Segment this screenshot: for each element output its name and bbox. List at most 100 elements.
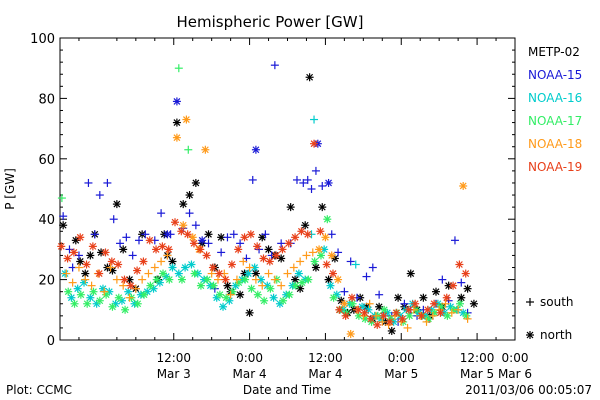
- data-point-noaa-17: [114, 293, 123, 302]
- legend-marker-label: south: [540, 295, 574, 309]
- data-point-noaa-15: [327, 230, 336, 239]
- data-point-noaa-17: [89, 287, 98, 296]
- data-point-noaa-15: [368, 263, 377, 272]
- data-point-noaa-16: [269, 293, 278, 302]
- data-point-noaa-19: [360, 308, 369, 317]
- data-point-noaa-19: [335, 305, 344, 314]
- data-point-noaa-17: [247, 284, 256, 293]
- data-point-noaa-19: [373, 320, 382, 329]
- data-point-noaa-17: [266, 284, 275, 293]
- y-axis: 0 20 40 60 80 100: [30, 32, 515, 349]
- data-point-noaa-17: [146, 281, 155, 290]
- data-point-noaa-19: [145, 236, 154, 245]
- data-point-noaa-17: [165, 275, 174, 284]
- data-point-noaa-19: [139, 257, 148, 266]
- data-point-noaa-19: [411, 299, 420, 308]
- x-tick-time-label: 12:00: [156, 351, 191, 365]
- data-point-noaa-16: [294, 269, 303, 278]
- data-point-noaa-16: [80, 278, 89, 287]
- data-point-noaa-15: [185, 209, 194, 218]
- data-point-noaa-19: [366, 314, 375, 323]
- data-point-metp-02: [191, 178, 200, 187]
- data-point-noaa-17: [184, 145, 193, 154]
- data-point-noaa-18: [454, 305, 463, 314]
- data-point-noaa-16: [86, 293, 95, 302]
- data-point-noaa-18: [112, 275, 121, 284]
- data-point-noaa-18: [125, 293, 134, 302]
- data-point-noaa-16: [351, 260, 360, 269]
- data-point-noaa-19: [95, 269, 104, 278]
- data-point-noaa-17: [298, 278, 307, 287]
- data-point-noaa-19: [76, 233, 85, 242]
- data-point-noaa-19: [158, 242, 167, 251]
- data-point-noaa-15: [299, 178, 308, 187]
- data-point-noaa-15: [346, 257, 355, 266]
- data-point-noaa-18: [150, 263, 159, 272]
- x-tick-time-label: 12:00: [308, 351, 343, 365]
- data-point-noaa-17: [121, 305, 130, 314]
- data-point-noaa-18: [422, 317, 431, 326]
- data-point-metp-02: [324, 275, 333, 284]
- data-point-noaa-18: [239, 257, 248, 266]
- data-point-noaa-16: [67, 293, 76, 302]
- x-axis: 12:00 Mar 3 0:00 Mar 4 12:00 Mar 4 0:00 Mar 5 12…: [78, 38, 532, 381]
- data-point-noaa-15: [198, 236, 207, 245]
- legend: METP-02 NOAA-15 NOAA-16 NOAA-17 NOAA-18 NOAA-…: [526, 45, 582, 342]
- data-point-noaa-15: [400, 299, 409, 308]
- data-point-metp-02: [223, 281, 232, 290]
- data-point-metp-02: [86, 251, 95, 260]
- legend-noaa-17: NOAA-17: [528, 114, 582, 128]
- data-point-noaa-19: [278, 245, 287, 254]
- data-point-noaa-18: [308, 248, 317, 257]
- data-point-noaa-19: [234, 245, 243, 254]
- data-point-noaa-18: [459, 181, 468, 190]
- data-point-noaa-18: [245, 263, 254, 272]
- data-point-noaa-19: [101, 248, 110, 257]
- data-point-noaa-17: [196, 281, 205, 290]
- data-point-noaa-15: [65, 245, 74, 254]
- x-tick-date-label: Mar 4: [308, 367, 342, 381]
- data-point-noaa-19: [449, 281, 458, 290]
- data-point-noaa-18: [258, 281, 267, 290]
- data-point-noaa-19: [354, 305, 363, 314]
- data-point-noaa-19: [164, 245, 173, 254]
- data-point-noaa-18: [62, 269, 71, 278]
- data-point-noaa-15: [251, 145, 260, 154]
- data-point-noaa-16: [310, 115, 319, 124]
- data-point-noaa-17: [108, 302, 117, 311]
- data-point-noaa-17: [285, 290, 294, 299]
- data-point-metp-02: [296, 284, 305, 293]
- data-point-noaa-17: [222, 293, 231, 302]
- data-point-noaa-19: [341, 311, 350, 320]
- data-point-noaa-19: [246, 230, 255, 239]
- data-point-noaa-18: [327, 251, 336, 260]
- data-point-noaa-19: [88, 242, 97, 251]
- x-axis-label: Date and Time: [243, 383, 331, 397]
- data-point-noaa-18: [321, 233, 330, 242]
- data-point-noaa-19: [259, 254, 268, 263]
- data-point-metp-02: [469, 299, 478, 308]
- legend-marker-south: [526, 298, 534, 306]
- y-tick-label: 40: [38, 213, 55, 228]
- data-point-noaa-15: [303, 175, 312, 184]
- data-point-noaa-15: [95, 191, 104, 200]
- data-point-noaa-19: [310, 139, 319, 148]
- data-point-noaa-18: [172, 133, 181, 142]
- data-point-noaa-15: [84, 178, 93, 187]
- data-point-noaa-17: [57, 194, 66, 203]
- data-point-noaa-19: [329, 269, 337, 278]
- data-point-noaa-19: [177, 227, 186, 236]
- data-point-noaa-17: [70, 299, 79, 308]
- data-point-noaa-18: [340, 299, 349, 308]
- data-point-noaa-15: [116, 239, 125, 248]
- data-point-noaa-18: [315, 245, 324, 254]
- footer-timestamp: 2011/03/06 00:05:07: [465, 383, 592, 397]
- data-point-metp-02: [236, 290, 245, 299]
- y-tick-label: 20: [38, 274, 55, 289]
- data-point-noaa-19: [152, 245, 161, 254]
- data-point-noaa-18: [365, 299, 374, 308]
- data-point-noaa-17: [329, 293, 338, 302]
- x-tick-time-label: 0:00: [502, 351, 529, 365]
- data-point-noaa-18: [182, 115, 191, 124]
